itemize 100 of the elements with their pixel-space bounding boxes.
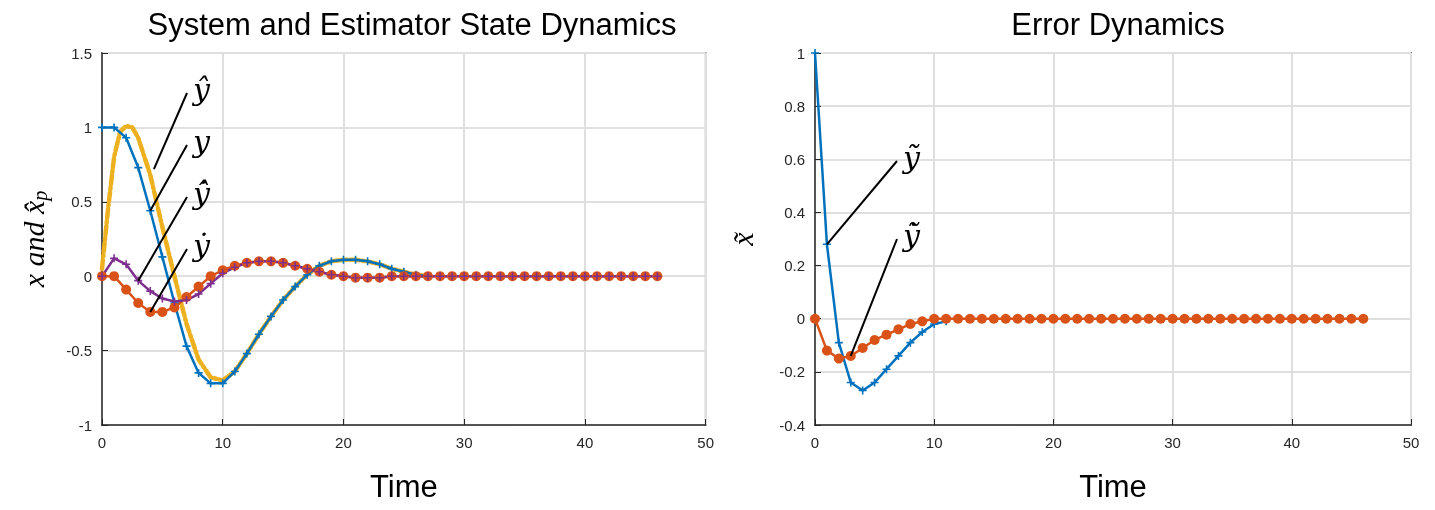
point (857, 342, 868, 353)
point (1096, 313, 1107, 324)
point (905, 319, 916, 330)
y-tick-label: 0.8 (784, 97, 805, 115)
point (230, 367, 239, 376)
point (834, 338, 843, 347)
point (929, 313, 940, 324)
point (193, 281, 204, 292)
x-tick-label: 20 (335, 434, 352, 451)
point (1251, 313, 1262, 324)
y-tick-label: -0.4 (779, 416, 805, 434)
point (242, 349, 251, 358)
point (1310, 313, 1321, 324)
annotation: ỹ (901, 139, 921, 175)
point (918, 328, 927, 336)
point (894, 351, 903, 360)
point (964, 313, 975, 324)
point (109, 271, 120, 282)
y-tick-label: 0.4 (784, 203, 805, 221)
point (134, 163, 143, 172)
point (882, 365, 891, 374)
point (1155, 313, 1166, 324)
x-tick-label: 30 (1164, 434, 1181, 451)
point (846, 378, 855, 387)
point (1119, 313, 1130, 324)
point (218, 269, 227, 278)
point (182, 342, 191, 351)
point (1108, 313, 1118, 324)
point (893, 324, 904, 335)
point (1000, 313, 1011, 324)
point (881, 329, 892, 340)
point (157, 306, 168, 317)
point (1346, 313, 1357, 324)
y-tick-label: -0.5 (66, 342, 92, 360)
point (122, 133, 131, 142)
point (941, 313, 952, 324)
annotation: ŷ̇ (191, 175, 211, 211)
y-tick-label: 1 (796, 44, 805, 62)
x-tick-label: 0 (97, 434, 107, 451)
x-tick-label: 0 (810, 434, 820, 451)
point (158, 252, 167, 261)
y-tick-label: 0 (83, 267, 92, 285)
y-tick-label: 0.2 (784, 257, 805, 275)
y-axis-title: x̃ (725, 231, 759, 247)
point (976, 313, 987, 324)
x-tick-label: 40 (576, 434, 594, 451)
point (1358, 313, 1369, 324)
point (1203, 313, 1214, 324)
y-tick-label: 0.6 (784, 150, 805, 168)
point (291, 282, 300, 291)
point (1274, 313, 1285, 324)
point (1060, 313, 1071, 324)
y-tick-label: -0.2 (779, 363, 805, 381)
point (122, 260, 131, 269)
annotation: y (191, 123, 211, 159)
chart-title: Error Dynamics (1011, 7, 1225, 42)
y-axis-title: x and x̂p (16, 190, 52, 289)
y-tick-label: 1.5 (71, 44, 92, 62)
point (169, 302, 180, 313)
point (869, 334, 880, 345)
point (1179, 313, 1190, 324)
point (267, 312, 276, 321)
point (1084, 313, 1095, 324)
point (1298, 313, 1309, 324)
point (279, 296, 288, 305)
x-tick-label: 10 (925, 434, 943, 451)
y-tick-label: -1 (78, 416, 92, 434)
point (1262, 313, 1273, 324)
point (1286, 313, 1297, 324)
point (205, 271, 216, 282)
point (1334, 313, 1345, 324)
point (1227, 313, 1238, 324)
x-tick-label: 10 (214, 434, 232, 451)
point (387, 264, 396, 273)
point (182, 296, 191, 305)
x-tick-label: 50 (1402, 434, 1420, 451)
point (917, 316, 928, 327)
point (953, 313, 964, 324)
chart-title: System and Estimator State Dynamics (147, 7, 677, 42)
point (810, 313, 820, 324)
point (110, 254, 119, 263)
point (194, 368, 203, 377)
point (833, 353, 844, 364)
x-tick-label: 30 (455, 434, 473, 451)
point (121, 284, 132, 295)
point (1322, 313, 1333, 324)
point (1131, 313, 1142, 324)
y-tick-label: 1 (83, 118, 92, 136)
point (1024, 313, 1035, 324)
point (1143, 313, 1154, 324)
annotation: ẏ (191, 227, 211, 263)
x-tick-label: 50 (697, 434, 714, 451)
y-tick-label: 0 (796, 310, 805, 328)
x-tick-label: 20 (1045, 434, 1062, 451)
point (375, 260, 384, 269)
point (1012, 313, 1023, 324)
point (1191, 313, 1202, 324)
point (1048, 313, 1059, 324)
point (1215, 313, 1226, 324)
point (1072, 313, 1083, 324)
